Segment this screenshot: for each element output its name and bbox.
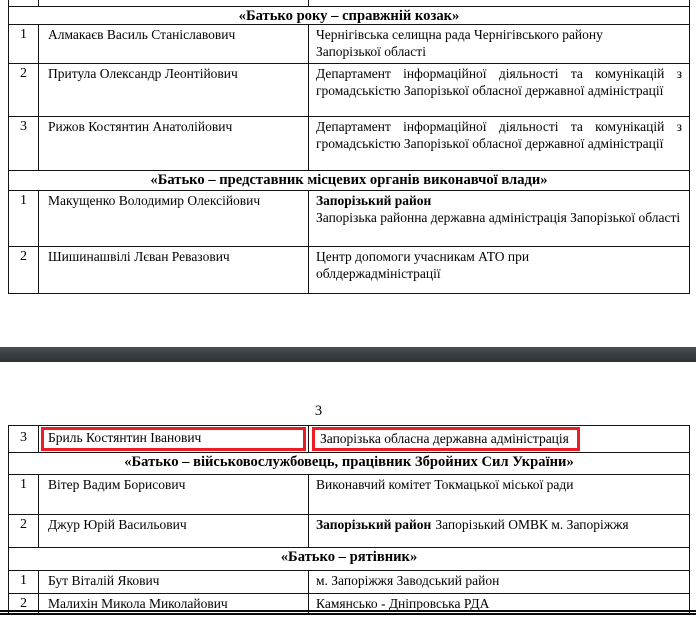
organization-cell: Департамент інформаційної діяльності та … [308,116,690,171]
organization-text: Запорізька районна державна адміністраці… [316,210,681,226]
nominee-name-cell: Рижов Костянтин Анатолійович [38,116,309,171]
nominee-name-cell: Макущенко Володимир Олексійович [38,190,309,247]
nominee-row: 2 Притула Олександр Леонтійович Департам… [8,63,690,117]
organization-cell: Запорізька обласна державна адміністраці… [308,424,690,454]
nominee-row: 3 Рижов Костянтин Анатолійович Департаме… [8,116,690,171]
organization-cell: Запорізький район Запорізька районна дер… [308,190,690,247]
district-bold-text: Запорізький район [316,517,432,533]
organization-cell: Чернігівська селищна рада Чернігівського… [308,24,690,64]
row-number-cell: 3 [8,116,39,171]
row-number-cell: 2 [8,514,39,549]
organization-cell: Департамент інформаційної діяльності та … [308,63,690,117]
organization-cell: Камянсько - Дніпровська РДА [308,593,690,615]
nominee-row: 1 Макущенко Володимир Олексійович Запорі… [8,190,690,247]
section-header-row: «Батько – представник місцевих органів в… [8,170,690,191]
district-bold-text: Запорізький район [316,193,432,208]
nomination-table-page-2: «Батько року – справжній козак» 1 Алмака… [8,0,690,294]
page-number: 3 [314,403,323,419]
nominee-row: 2 Шишинашвілі Лєван Ревазович Центр допо… [8,246,690,294]
section-header-row: «Батько – військовослужбовець, працівник… [8,452,690,476]
highlighted-nominee-row: 3 Бриль Костянтин Іванович Запорізька об… [8,424,690,454]
nominee-name-cell: Бриль Костянтин Іванович [38,424,309,454]
section-header-cell: «Батько – представник місцевих органів в… [8,170,690,191]
section-header-row: «Батько – рятівник» [8,547,690,572]
nominee-name-cell: Вітер Вадим Борисович [38,474,309,516]
nominee-name-cell: Шишинашвілі Лєван Ревазович [38,246,309,294]
row-number-cell: 1 [8,570,39,595]
nominee-row: 1 Вітер Вадим Борисович Виконавчий коміт… [8,474,690,516]
organization-text: Запорізький ОМВК м. Запоріжжя [435,517,629,533]
section-header-cell: «Батько року – справжній козак» [8,5,690,25]
nominee-name-cell: Джур Юрій Васильович [38,514,309,549]
nominee-row: 1 Бут Віталій Якович м. Запоріжжя Заводс… [8,570,690,595]
nominee-row: 2 Джур Юрій Васильович Запорізький район… [8,514,690,549]
page-separator-bar [0,347,696,362]
organization-cell: м. Запоріжжя Заводський район [308,570,690,595]
nominee-name-cell: Притула Олександр Леонтійович [38,63,309,117]
section-header-cell: «Батько – військовослужбовець, працівник… [8,452,690,476]
row-number-cell: 1 [8,474,39,516]
nominee-row: 2 Малихін Микола Миколайович Камянсько -… [8,593,690,615]
section-header-row: «Батько року – справжній козак» [8,5,690,25]
nominee-name-cell: Алмакаєв Василь Станіславович [38,24,309,64]
organization-text: Запорізька обласна державна адміністраці… [320,431,569,446]
row-number-cell: 3 [8,424,39,454]
row-number-cell: 2 [8,63,39,117]
row-number-cell: 1 [8,24,39,64]
partial-cutoff-row [8,0,690,7]
nominee-name-text: Бриль Костянтин Іванович [48,430,202,445]
organization-cell: Центр допомоги учасникам АТО при облдерж… [308,246,690,294]
nominee-name-cell: Бут Віталій Якович [38,570,309,595]
nominee-name-cell: Малихін Микола Миколайович [38,593,309,615]
row-number-cell: 1 [8,190,39,247]
bottom-divider [0,610,696,615]
highlight-box: Запорізька обласна державна адміністраці… [312,427,580,452]
nominee-row: 1 Алмакаєв Василь Станіславович Чернігів… [8,24,690,64]
nomination-table-page-3: 3 Бриль Костянтин Іванович Запорізька об… [8,424,690,615]
row-number-cell: 2 [8,246,39,294]
section-header-cell: «Батько – рятівник» [8,547,690,572]
partial-row-cell [308,0,690,7]
organization-cell: Запорізький район Запорізький ОМВК м. Зап… [308,514,690,549]
organization-cell: Виконавчий комітет Токмацької міської ра… [308,474,690,516]
